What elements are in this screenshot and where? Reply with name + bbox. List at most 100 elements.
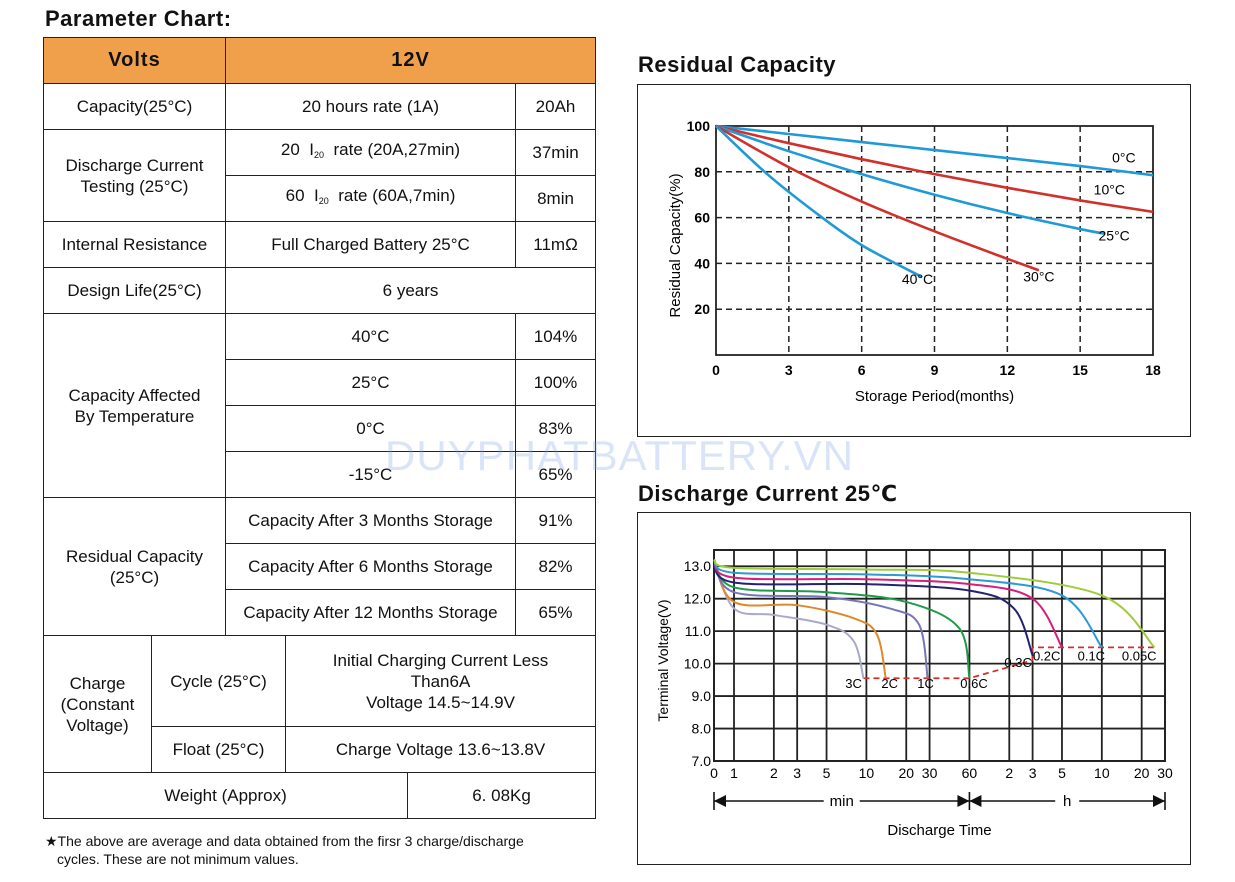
series-label: 25°C (1099, 228, 1130, 244)
charge-label-line1: Charge (69, 673, 126, 693)
x-tick-label: 20 (1134, 765, 1150, 781)
table-row: Capacity Affected By Temperature 40°C 10… (42, 313, 597, 498)
y-tick-label: 60 (694, 210, 710, 226)
discharge-rate-text: rate (60A,7min) (338, 186, 456, 205)
residual-value: 91% (515, 497, 597, 544)
temperature-value: 100% (515, 359, 597, 406)
y-tick-label: 7.0 (692, 753, 712, 769)
current-subscript: 20 (318, 196, 329, 206)
cycle-label: Cycle (25°C) (150, 635, 287, 727)
residual-condition: Capacity After 12 Months Storage (225, 589, 517, 636)
temperature-value: 83% (515, 405, 597, 452)
temperature-condition: 40°C (225, 313, 517, 360)
x-tick-label: 5 (823, 765, 831, 781)
x-tick-label: 30 (1157, 765, 1173, 781)
x-tick-label: 10 (1094, 765, 1110, 781)
x-tick-label: 2 (1005, 765, 1013, 781)
footnote-line2: cycles. These are not minimum values. (57, 851, 299, 867)
x-tick-label: 0 (710, 765, 718, 781)
discharge-rate-1: 20 I20 rate (20A,27min) (225, 129, 517, 176)
internal-resistance-value: 11mΩ (515, 221, 597, 268)
table-row: Capacity After 12 Months Storage 65% (44, 589, 597, 636)
weight-value: 6. 08Kg (407, 772, 597, 819)
internal-resistance-label: Internal Resistance (42, 221, 227, 268)
footnote-line1: ★The above are average and data obtained… (45, 833, 524, 849)
temperature-label-line1: Capacity Affected (68, 385, 201, 405)
residual-capacity-panel: 0 3 6 9 12 15 18 20 40 60 80 100 Storage Period(mont… (637, 84, 1191, 437)
current-subscript: 20 (314, 150, 325, 160)
residual-label-line1: Residual Capacity (66, 546, 204, 566)
x-tick-label: 5 (1058, 765, 1066, 781)
series-label: 0.3C (1004, 655, 1031, 670)
table-row: Design Life(25°C) 6 years (42, 267, 597, 314)
y-tick-label: 10.0 (684, 656, 711, 672)
series-line-10c (715, 124, 1154, 214)
y-tick-label: 80 (694, 164, 710, 180)
residual-condition: Capacity After 6 Months Storage (225, 543, 517, 590)
capacity-value: 20Ah (515, 83, 597, 130)
series-line-0_05C (713, 558, 1156, 649)
discharge-rate-text: rate (20A,27min) (333, 140, 461, 159)
series-line-0_6C (713, 559, 971, 679)
y-tick-label: 12.0 (684, 591, 711, 607)
series-label: 0.1C (1078, 648, 1105, 663)
table-row: Weight (Approx) 6. 08Kg (42, 772, 597, 819)
discharge-value-2: 8min (515, 175, 597, 222)
cycle-value-line2: Than6A (410, 671, 471, 691)
residual-value: 82% (515, 543, 597, 590)
current-symbol: I (314, 186, 319, 205)
residual-label-line2: (25°C) (109, 567, 160, 587)
y-tick-label: 9.0 (692, 688, 712, 704)
series-line-0_1C (713, 558, 1103, 648)
series-label: 0.6C (960, 676, 987, 691)
series-line-0_2C (713, 558, 1063, 648)
residual-capacity-label: Residual Capacity (25°C) (42, 497, 227, 636)
x-tick-label: 9 (931, 362, 939, 378)
x-axis-label: Storage Period(months) (855, 388, 1014, 405)
cutoff-voltage-line (863, 646, 1155, 680)
x-tick-label: 6 (858, 362, 866, 378)
discharge-label: Discharge Current Testing (25°C) (42, 129, 227, 222)
x-tick-label: 0 (712, 362, 720, 378)
temperature-condition: -15°C (225, 451, 517, 498)
table-row: -15°C 65% (44, 451, 597, 498)
series-label: 10°C (1094, 182, 1125, 198)
table-row: Residual Capacity (25°C) Capacity After … (42, 497, 597, 636)
plot-frame (715, 125, 1154, 356)
charge-label: Charge (Constant Voltage) (43, 635, 152, 773)
weight-label: Weight (Approx) (42, 772, 409, 819)
series-label: 0.2C (1033, 648, 1060, 663)
temperature-value: 65% (515, 451, 597, 498)
float-value: Charge Voltage 13.6~13.8V (285, 726, 597, 773)
table-row: Capacity After 6 Months Storage 82% (44, 543, 597, 590)
x-tick-label: 12 (1000, 362, 1016, 378)
y-tick-label: 8.0 (692, 721, 712, 737)
table-row: Float (25°C) Charge Voltage 13.6~13.8V (44, 726, 597, 773)
x-tick-label: 3 (785, 362, 793, 378)
temperature-label: Capacity Affected By Temperature (42, 313, 227, 498)
series-line-3C (713, 559, 865, 679)
y-tick-label: 20 (694, 301, 710, 317)
x-tick-label: 30 (922, 765, 938, 781)
discharge-rate-2: 60 I20 rate (60A,7min) (225, 175, 517, 222)
volts-value: 12V (225, 37, 597, 84)
y-axis-label: Terminal Voltage(V) (655, 599, 671, 721)
x-tick-label: 15 (1072, 362, 1088, 378)
series-label: 3C (845, 676, 862, 691)
capacity-rate: 20 hours rate (1A) (225, 83, 517, 130)
float-label: Float (25°C) (150, 726, 287, 773)
series-label: 40°C (902, 271, 933, 287)
span-label-min: min (830, 793, 854, 810)
design-life-value: 6 years (225, 267, 597, 314)
temperature-condition: 25°C (225, 359, 517, 406)
discharge-prefix: 60 (285, 186, 305, 205)
series-label: 2C (881, 676, 898, 691)
table-row: Volts 12V (42, 37, 597, 84)
design-life-label: Design Life(25°C) (42, 267, 227, 314)
discharge-current-chart: 0 1 2 3 5 10 20 30 60 2 3 5 10 20 307.08.09.010.011.01… (655, 549, 1173, 839)
residual-condition: Capacity After 3 Months Storage (225, 497, 517, 544)
current-symbol: I (309, 140, 315, 159)
discharge-prefix: 20 (280, 140, 300, 159)
table-row: 25°C 100% (44, 359, 597, 406)
x-tick-label: 60 (962, 765, 978, 781)
